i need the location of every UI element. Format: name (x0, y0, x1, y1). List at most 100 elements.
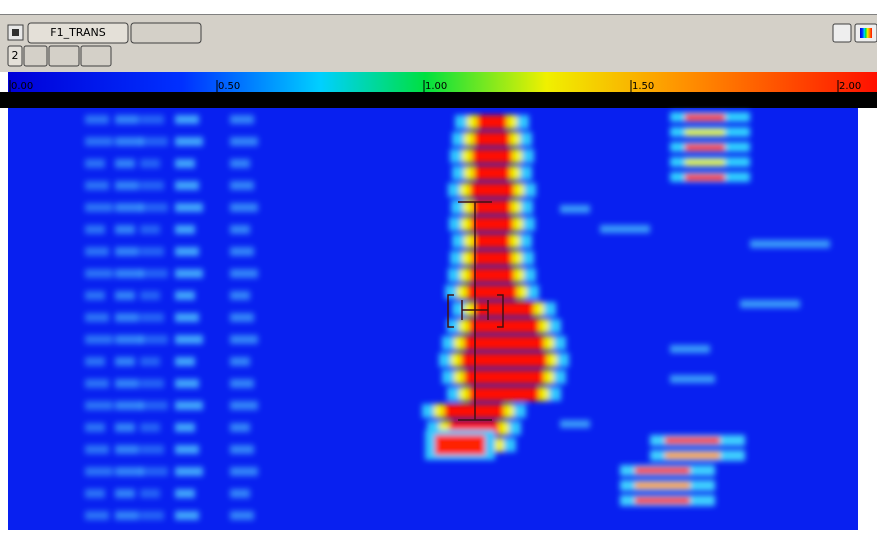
heat-blob (670, 375, 715, 383)
heat-blob (230, 511, 254, 520)
heat-blob (115, 445, 139, 454)
heat-blob (175, 489, 195, 498)
page: F1_TRANS 2 0.000.501.001.502.00 (() => {… (0, 0, 877, 530)
colorbar-label: 1.50 (632, 81, 654, 92)
heat-blob (115, 511, 139, 520)
heat-blob (740, 300, 800, 308)
tab-label: F1_TRANS (50, 26, 105, 39)
heat-blob (230, 467, 258, 476)
heat-blob (230, 159, 250, 168)
heat-blob (140, 467, 168, 476)
heat-blob (85, 467, 113, 476)
heat-blob (685, 144, 725, 151)
heat-blob (685, 159, 725, 166)
heat-blob (230, 115, 254, 124)
heat-blob (230, 445, 254, 454)
heat-blob (85, 379, 109, 388)
heat-blob (140, 423, 160, 432)
heat-blob (230, 269, 258, 278)
heat-blob (685, 114, 725, 121)
heat-blob (230, 313, 254, 322)
heat-blob (685, 174, 725, 181)
colorbar-label: 0.50 (218, 81, 240, 92)
heat-blob (230, 203, 258, 212)
heat-blob (175, 247, 199, 256)
settings-button[interactable] (833, 24, 851, 42)
blank-button[interactable] (131, 23, 201, 43)
palette-icon (860, 28, 872, 38)
heat-blob (115, 423, 135, 432)
heat-blob (474, 166, 510, 180)
heat-blob (115, 335, 143, 344)
heat-blob (175, 467, 203, 476)
heat-blob (115, 269, 143, 278)
heat-blob (85, 225, 105, 234)
heat-blob (115, 379, 139, 388)
heat-blob (140, 357, 160, 366)
heat-blob (472, 149, 512, 163)
heat-blob (140, 181, 164, 190)
heat-blob (115, 401, 143, 410)
heat-blob (230, 379, 254, 388)
heat-blob (470, 183, 514, 197)
heat-blob (85, 203, 113, 212)
toolbar (0, 14, 877, 72)
heat-blob (115, 159, 135, 168)
heat-blob (115, 203, 143, 212)
heat-blob (140, 137, 168, 146)
heat-blob (85, 335, 113, 344)
heat-blob (85, 137, 113, 146)
heat-blob (230, 489, 250, 498)
blank-button[interactable] (81, 46, 111, 66)
blank-button[interactable] (49, 46, 79, 66)
heat-blob (444, 404, 504, 418)
heat-blob (469, 387, 539, 401)
heat-blob (477, 115, 507, 129)
heat-blob (230, 357, 250, 366)
heat-blob (115, 357, 135, 366)
heat-blob (230, 335, 258, 344)
heat-blob (175, 137, 203, 146)
heat-blob (230, 291, 250, 300)
heat-blob (85, 489, 105, 498)
heat-blob (435, 435, 485, 455)
heat-blob (175, 203, 203, 212)
heat-blob (115, 313, 139, 322)
heat-blob (115, 225, 135, 234)
viewer: F1_TRANS 2 0.000.501.001.502.00 (0, 0, 877, 530)
heat-blob (600, 225, 650, 233)
heat-blob (85, 313, 109, 322)
heat-blob (140, 489, 160, 498)
heat-blob (635, 482, 690, 489)
heat-blob (635, 467, 690, 474)
heat-blob (665, 452, 720, 459)
colorbar-label: 2.00 (839, 81, 861, 92)
blank-button[interactable] (24, 46, 47, 66)
heat-blob (85, 247, 109, 256)
heat-blob (140, 269, 168, 278)
heat-blob (175, 181, 199, 190)
heat-blob (140, 203, 168, 212)
menu-icon (12, 29, 19, 36)
heat-blob (560, 205, 590, 213)
heat-blob (140, 445, 164, 454)
heat-blob (230, 423, 250, 432)
heat-blob (230, 247, 254, 256)
heat-blob (140, 115, 164, 124)
heat-blob (85, 115, 109, 124)
heat-blob (85, 423, 105, 432)
heat-blob (115, 291, 135, 300)
heat-blob (140, 313, 164, 322)
heat-blob (140, 225, 160, 234)
heat-blob (140, 291, 160, 300)
heat-blob (85, 159, 105, 168)
colorbar-label: 1.00 (425, 81, 447, 92)
heat-blob (230, 225, 250, 234)
heat-blob (461, 353, 547, 367)
heat-blob (140, 335, 168, 344)
heat-blob (115, 115, 139, 124)
heat-blob (635, 497, 690, 504)
black-strip (0, 92, 877, 108)
top-strip (0, 0, 877, 14)
heat-blob (175, 357, 195, 366)
